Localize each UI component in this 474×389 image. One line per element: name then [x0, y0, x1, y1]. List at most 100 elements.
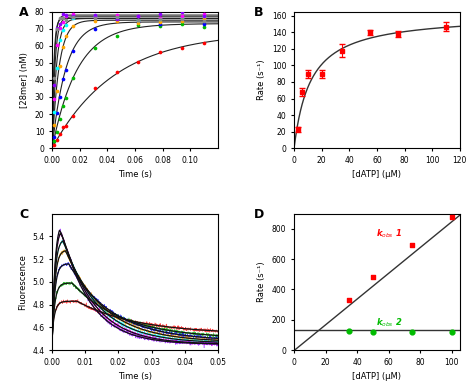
Point	[56, 62, 64, 68]
Point	[53, 128, 60, 135]
Point	[56, 25, 64, 32]
Point	[113, 16, 120, 22]
Point	[91, 26, 99, 32]
Point	[135, 12, 142, 19]
Point	[59, 11, 67, 18]
Point	[53, 25, 60, 31]
Point	[50, 109, 57, 115]
Point	[91, 14, 99, 20]
Point	[135, 19, 142, 25]
Point	[53, 65, 60, 71]
Point	[50, 121, 57, 128]
Point	[113, 18, 120, 24]
Text: C: C	[19, 208, 28, 221]
Point	[156, 23, 164, 29]
Point	[200, 18, 208, 25]
Point	[53, 137, 60, 144]
Point	[113, 12, 120, 18]
X-axis label: Time (s): Time (s)	[118, 372, 152, 381]
Point	[135, 13, 142, 19]
Point	[91, 13, 99, 19]
Point	[135, 17, 142, 23]
Point	[69, 11, 77, 17]
Point	[200, 13, 208, 19]
Point	[113, 33, 120, 39]
Point	[56, 15, 64, 21]
Point	[50, 96, 57, 102]
Point	[156, 11, 164, 18]
Y-axis label: Fluorescence: Fluorescence	[18, 254, 27, 310]
Point	[62, 123, 70, 129]
Point	[178, 15, 186, 21]
Point	[178, 13, 186, 19]
Point	[156, 21, 164, 27]
Point	[53, 26, 60, 32]
Point	[56, 130, 64, 137]
Point	[62, 33, 70, 39]
Point	[135, 59, 142, 65]
Point	[178, 45, 186, 51]
Point	[62, 22, 70, 28]
Point	[50, 134, 57, 140]
Point	[69, 113, 77, 119]
Point	[135, 20, 142, 26]
Point	[50, 82, 57, 88]
Point	[69, 23, 77, 29]
Text: A: A	[19, 6, 28, 19]
Point	[346, 297, 353, 303]
Point	[91, 15, 99, 21]
Point	[409, 242, 416, 249]
Y-axis label: Rate (s⁻¹): Rate (s⁻¹)	[257, 261, 266, 302]
Y-axis label: Rate (s⁻¹): Rate (s⁻¹)	[257, 60, 266, 100]
Point	[113, 69, 120, 75]
Point	[200, 24, 208, 30]
Point	[56, 94, 64, 100]
Point	[369, 328, 377, 335]
Point	[178, 17, 186, 23]
Point	[113, 14, 120, 20]
Point	[69, 47, 77, 54]
Point	[91, 45, 99, 51]
Point	[178, 9, 186, 15]
Point	[50, 142, 57, 148]
Point	[346, 328, 353, 334]
Point	[69, 74, 77, 81]
Text: k$_{obs}$ 1: k$_{obs}$ 1	[376, 228, 402, 240]
Point	[200, 11, 208, 17]
Point	[69, 12, 77, 19]
Point	[53, 110, 60, 116]
X-axis label: Time (s): Time (s)	[118, 170, 152, 179]
Point	[62, 12, 70, 18]
Point	[69, 15, 77, 21]
Point	[200, 21, 208, 28]
Point	[156, 16, 164, 22]
Point	[113, 13, 120, 19]
Point	[135, 17, 142, 23]
Point	[59, 15, 67, 21]
Point	[178, 16, 186, 23]
Point	[369, 274, 377, 280]
Point	[178, 21, 186, 27]
Point	[53, 42, 60, 48]
Point	[62, 95, 70, 101]
Point	[156, 49, 164, 55]
Point	[59, 19, 67, 26]
Point	[59, 27, 67, 33]
Text: B: B	[255, 6, 264, 19]
Point	[62, 13, 70, 19]
Y-axis label: [28mer] (nM): [28mer] (nM)	[20, 52, 29, 108]
Point	[59, 103, 67, 109]
Point	[113, 16, 120, 23]
Point	[50, 75, 57, 82]
Point	[56, 37, 64, 43]
Point	[56, 21, 64, 27]
Point	[91, 12, 99, 18]
Point	[448, 328, 456, 335]
Point	[91, 18, 99, 24]
Point	[50, 138, 57, 144]
Point	[59, 44, 67, 50]
Point	[448, 214, 456, 220]
Point	[135, 21, 142, 28]
Point	[56, 116, 64, 122]
Point	[156, 16, 164, 22]
